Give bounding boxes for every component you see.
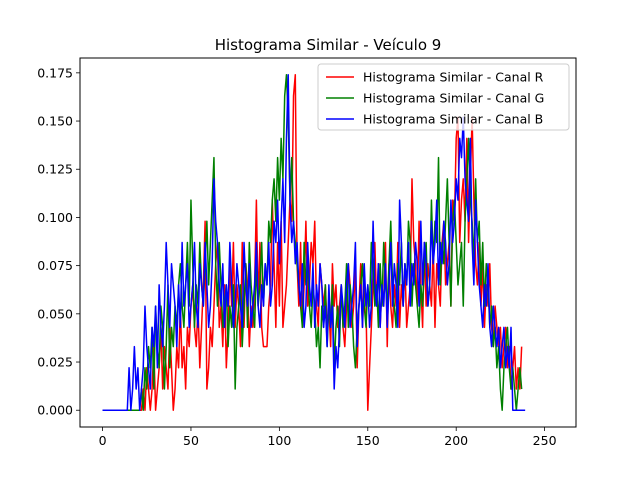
y-tick-label: 0.050: [37, 306, 73, 321]
x-tick-label: 50: [183, 433, 199, 448]
x-tick-label: 200: [444, 433, 468, 448]
legend-label-1: Histograma Similar - Canal G: [363, 91, 544, 106]
x-axis: 0 50 100 150 200 250: [99, 427, 557, 448]
y-tick-label: 0.075: [37, 258, 73, 273]
y-axis: 0.000 0.025 0.050 0.075 0.100 0.125 0.150 0.175: [37, 65, 80, 418]
plot-lines: [102, 74, 526, 411]
x-tick-label: 0: [99, 433, 107, 448]
x-tick-label: 150: [356, 433, 380, 448]
chart-title: Histograma Similar - Veículo 9: [215, 36, 442, 54]
x-tick-label: 100: [267, 433, 291, 448]
legend-label-2: Histograma Similar - Canal B: [363, 112, 543, 127]
legend-label-0: Histograma Similar - Canal R: [363, 70, 544, 85]
y-tick-label: 0.000: [37, 403, 73, 418]
plot-frame: [79, 57, 577, 428]
y-tick-label: 0.125: [37, 162, 73, 177]
y-tick-label: 0.025: [37, 355, 73, 370]
y-tick-label: 0.100: [37, 210, 73, 225]
legend-box: [317, 63, 570, 131]
y-tick-label: 0.175: [37, 65, 73, 80]
y-tick-label: 0.150: [37, 114, 73, 129]
series-line-1: [102, 74, 523, 411]
series-line-2: [102, 74, 526, 411]
x-tick-label: 250: [533, 433, 557, 448]
legend: Histograma Similar - Canal R Histograma S…: [317, 63, 570, 131]
